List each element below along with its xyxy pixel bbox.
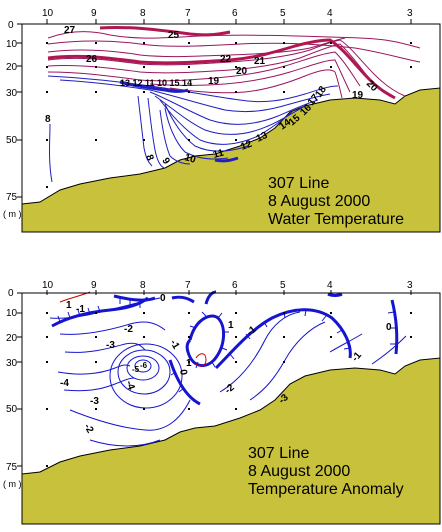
temperature-panel: 10 9 8 7 6 5 4 3 0 10 20 30 50 75 ( m ) xyxy=(3,8,441,233)
contour-label: 19 xyxy=(208,76,220,87)
station-label: 5 xyxy=(280,8,286,19)
depth-label: 0 xyxy=(8,288,14,299)
depth-label: 50 xyxy=(6,404,18,415)
cold-contours xyxy=(47,75,339,183)
sample-points xyxy=(46,42,412,188)
contour-label: 1 xyxy=(186,358,192,369)
warm-contours xyxy=(47,31,421,99)
station-label: 8 xyxy=(140,280,146,291)
depth-label: 30 xyxy=(6,358,18,369)
contour-label: 1 xyxy=(66,300,72,311)
station-label: 7 xyxy=(185,8,191,19)
contour-label: -3 xyxy=(106,340,115,351)
contour-label: -2 xyxy=(124,324,133,335)
contour-label: -6 xyxy=(140,361,148,370)
temperature-title: 307 Line 8 August 2000 Water Temperature xyxy=(268,175,404,228)
contour-label: 8 xyxy=(143,153,155,162)
contour-label: -4 xyxy=(123,379,137,392)
depth-label: 30 xyxy=(6,88,18,99)
station-label: 3 xyxy=(407,280,413,291)
contour-label: -5 xyxy=(132,365,140,374)
station-label: 7 xyxy=(185,280,191,291)
contour-label: 0 xyxy=(177,369,189,377)
station-label: 5 xyxy=(280,280,286,291)
anomaly-contours xyxy=(49,297,407,447)
depth-unit-label: ( m ) xyxy=(3,209,22,219)
anomaly-panel: 10 9 8 7 6 5 4 3 0 10 20 30 50 75 ( m ) xyxy=(3,280,441,525)
station-label: 3 xyxy=(407,8,413,19)
seabed-land xyxy=(21,357,441,525)
depth-label: 20 xyxy=(6,333,18,344)
depth-axis-left: 0 10 20 30 50 75 ( m ) xyxy=(3,288,22,489)
station-label: 4 xyxy=(327,280,333,291)
depth-label: 10 xyxy=(6,308,18,319)
station-label: 10 xyxy=(42,8,54,19)
depth-label: 10 xyxy=(6,39,18,50)
station-label: 6 xyxy=(232,8,238,19)
title-line: Water Temperature xyxy=(268,211,404,228)
contour-label: 27 xyxy=(64,25,76,36)
depth-unit-label: ( m ) xyxy=(3,479,22,489)
contour-label: 22 xyxy=(220,54,232,65)
depth-label: 0 xyxy=(8,20,14,31)
anomaly-zero-contours xyxy=(51,290,399,406)
contour-label: 12 xyxy=(239,139,254,153)
station-axis-top: 10 9 8 7 6 5 4 3 xyxy=(42,280,413,291)
title-line: 307 Line xyxy=(268,175,329,192)
contour-label: 1 xyxy=(228,320,234,331)
title-line: Temperature Anomaly xyxy=(248,481,404,498)
depth-axis-left: 0 10 20 30 50 75 ( m ) xyxy=(3,20,22,219)
station-label: 10 xyxy=(42,280,54,291)
depth-label: 50 xyxy=(6,135,18,146)
depth-label: 75 xyxy=(6,192,18,203)
station-label: 9 xyxy=(91,280,97,291)
depth-label: 20 xyxy=(6,62,18,73)
panel-frame xyxy=(21,292,441,525)
anomaly-title: 307 Line 8 August 2000 Temperature Anoma… xyxy=(248,445,404,498)
title-line: 8 August 2000 xyxy=(248,463,350,480)
contour-label: 20 xyxy=(364,78,380,94)
title-line: 307 Line xyxy=(248,445,309,462)
title-line: 8 August 2000 xyxy=(268,193,370,210)
contour-label: -1 xyxy=(76,304,85,315)
panel-frame xyxy=(21,23,441,233)
contour-label-cluster: 13 12 11 10 15 14 xyxy=(120,78,192,88)
station-label: 6 xyxy=(232,280,238,291)
contour-label: 20 xyxy=(236,66,248,77)
contour-label: 21 xyxy=(254,56,266,67)
contour-label: -1 xyxy=(350,350,364,364)
contour-label: 9 xyxy=(159,156,172,167)
contour-label: -1 xyxy=(167,338,181,352)
station-label: 9 xyxy=(91,8,97,19)
station-label: 8 xyxy=(140,8,146,19)
contour-label: -4 xyxy=(60,378,69,389)
station-axis-top: 10 9 8 7 6 5 4 3 xyxy=(42,8,413,19)
contour-label: 0 xyxy=(386,322,392,333)
axis-ticks xyxy=(17,19,412,198)
contour-label: 13 xyxy=(255,130,270,145)
sample-points xyxy=(46,312,412,467)
contour-label: 0 xyxy=(160,293,166,304)
contour-label: 19 xyxy=(352,90,364,101)
thick-contour-15 xyxy=(119,80,189,93)
contour-label: -2 xyxy=(223,382,237,396)
contour-label: -3 xyxy=(90,396,99,407)
positive-anomaly-contour xyxy=(195,353,207,367)
station-label: 4 xyxy=(327,8,333,19)
thick-contour-25 xyxy=(99,25,231,37)
contour-label: 11 xyxy=(212,147,225,160)
contour-label: 10 xyxy=(183,152,197,166)
contour-label: 8 xyxy=(45,114,51,125)
depth-label: 75 xyxy=(6,462,18,473)
contour-label: -2 xyxy=(81,422,95,436)
contour-label: 25 xyxy=(168,30,180,41)
thick-contour-20 xyxy=(47,38,396,100)
thick-contour-10 xyxy=(214,156,239,163)
contour-label: 26 xyxy=(86,54,98,65)
